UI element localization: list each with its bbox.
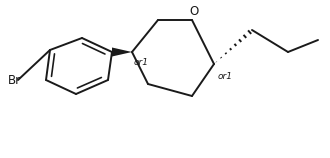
Text: or1: or1: [134, 58, 149, 67]
Text: or1: or1: [218, 72, 233, 81]
Polygon shape: [112, 48, 132, 57]
Text: O: O: [189, 5, 199, 18]
Text: Br: Br: [8, 73, 21, 86]
